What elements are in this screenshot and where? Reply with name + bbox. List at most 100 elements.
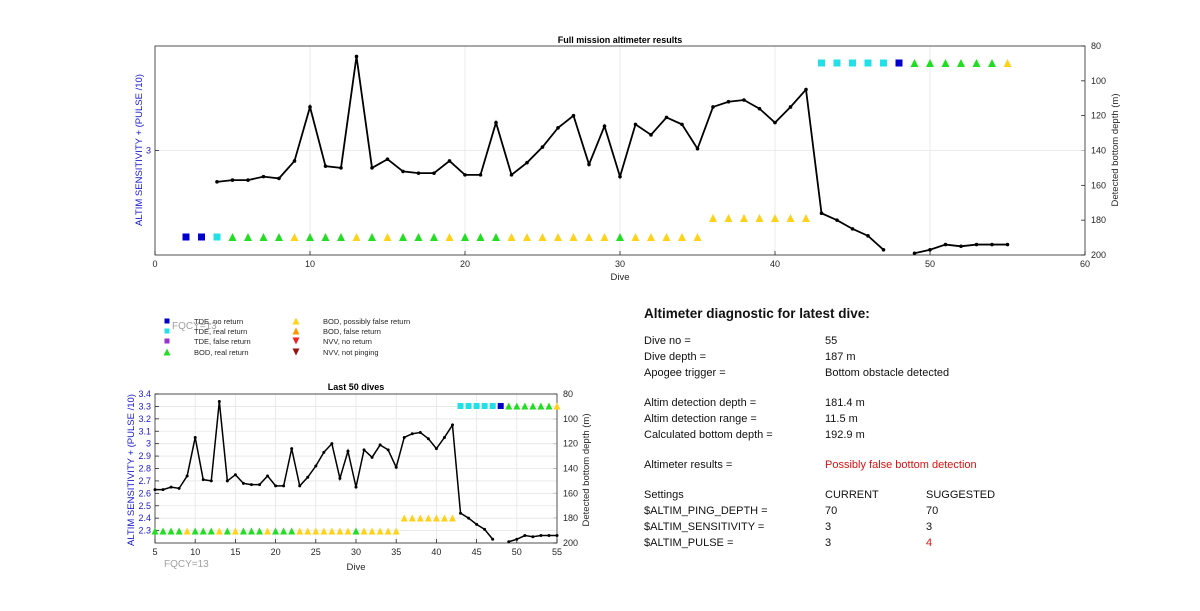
bod-real-return-marker <box>926 59 934 67</box>
bottom-depth-point <box>447 159 452 163</box>
bod-possibly-false-return-marker <box>771 214 779 222</box>
bod-real-return-marker <box>545 402 553 410</box>
bottom-depth-point <box>680 122 684 127</box>
bottom-depth-point <box>881 247 886 252</box>
bottom-depth-point <box>494 120 498 125</box>
bottom-depth-point <box>241 481 245 485</box>
bottom-depth-point <box>571 113 576 118</box>
bod-real-return-marker <box>414 233 423 241</box>
fqcy-label: FQCY=13 <box>164 559 209 570</box>
bottom-depth-point <box>322 450 326 454</box>
bottom-depth-point <box>209 479 213 483</box>
bottom-depth-point <box>277 176 281 181</box>
bod-possibly-false-return-marker <box>400 514 408 522</box>
bod-possibly-false-return-marker <box>376 527 384 535</box>
bottom-depth-point <box>742 98 746 102</box>
bottom-chart-right-ylabel: Detected bottom depth (m) <box>581 414 592 527</box>
bod-possibly-false-return-marker <box>724 214 733 222</box>
tde-real-return-marker <box>481 403 488 409</box>
bottom-depth-point <box>426 437 430 441</box>
bod-possibly-false-return-marker <box>215 527 223 535</box>
tde-false-return-legend-marker <box>164 338 170 344</box>
sensitivity-current: 3 <box>825 521 832 533</box>
bod-real-return-marker <box>207 527 215 535</box>
bottom-depth-point <box>323 164 328 168</box>
right-tick-label: 160 <box>563 488 578 498</box>
bottom-depth-point <box>432 171 436 175</box>
bottom-depth-point <box>602 124 607 128</box>
bod-real-return-marker <box>352 527 360 535</box>
bod-possibly-false-return-marker <box>360 527 368 535</box>
tde-real-return-marker <box>818 59 825 67</box>
bod-possibly-false-return-marker <box>416 514 424 522</box>
x-tick-label: 55 <box>552 547 562 557</box>
bod-possibly-false-return-marker <box>554 233 562 241</box>
bod-possibly-false-return-marker <box>440 514 448 522</box>
bod-real-return-marker <box>529 402 537 410</box>
bottom-depth-point <box>556 126 560 130</box>
legend-label: BOD, real return <box>194 348 249 357</box>
tde-no-return-marker <box>182 233 190 241</box>
bottom-depth-point <box>773 120 777 125</box>
bottom-depth-point <box>850 227 855 231</box>
bottom-depth-line <box>216 56 885 251</box>
bottom-depth-point <box>230 178 235 182</box>
axes-box <box>154 393 558 544</box>
x-tick-label: 35 <box>391 547 401 557</box>
left-tick-label: 2.9 <box>138 451 151 461</box>
bod-possibly-false-return-marker <box>352 233 361 241</box>
tde-real-return-marker <box>473 403 480 409</box>
fqcy-label-overlap: FQCY=13 <box>172 321 217 332</box>
bottom-depth-point <box>442 435 446 439</box>
bottom-depth-point <box>463 173 467 177</box>
bod-real-return-marker <box>476 233 485 241</box>
bod-possibly-false-return-marker <box>336 527 344 535</box>
bottom-depth-point <box>169 485 173 489</box>
bottom-depth-point <box>959 244 963 249</box>
altimeter-results-value: Possibly false bottom detection <box>825 459 977 471</box>
tde-no-return-marker <box>198 233 205 241</box>
bod-real-return-marker <box>337 233 345 241</box>
bod-real-return-marker <box>616 233 624 241</box>
bottom-depth-point <box>354 54 359 59</box>
bod-possibly-false-return-marker <box>231 527 239 535</box>
left-tick-label: 3 <box>146 146 151 156</box>
bod-real-return-marker <box>910 59 919 67</box>
bottom-depth-point <box>401 169 405 174</box>
bod-real-return-marker <box>275 233 283 241</box>
dive-depth-label: Dive depth = <box>644 351 707 363</box>
bod-possibly-false-return-marker <box>538 233 547 241</box>
tde-no-return-legend-marker <box>164 318 170 324</box>
bottom-depth-point <box>306 475 310 479</box>
bod-real-return-marker <box>259 233 268 241</box>
altim-detection-range-value: 11.5 m <box>825 413 858 425</box>
tde-real-return-marker <box>213 233 221 241</box>
top-chart-right-ylabel: Detected bottom depth (m) <box>1110 94 1121 207</box>
bottom-depth-point <box>282 484 286 488</box>
bottom-depth-point <box>695 146 700 151</box>
bod-possibly-false-return-marker <box>786 214 795 222</box>
bottom-depth-point <box>370 166 374 170</box>
bottom-depth-point <box>185 474 189 478</box>
altim-detection-range-label: Altim detection range = <box>644 413 757 425</box>
bottom-depth-point <box>290 447 294 451</box>
bottom-depth-point <box>523 534 527 538</box>
left-tick-label: 3.1 <box>138 426 151 436</box>
bottom-depth-point <box>757 106 762 111</box>
x-tick-label: 30 <box>351 547 361 557</box>
bod-real-return-marker <box>399 233 407 241</box>
bod-false-return-legend-marker <box>292 327 300 335</box>
bottom-depth-point <box>491 537 495 541</box>
bottom-depth-point <box>330 442 334 446</box>
bottom-depth-point <box>339 166 343 170</box>
tde-real-return-marker <box>849 59 856 67</box>
left-tick-label: 2.8 <box>138 464 151 474</box>
bod-possibly-false-return-marker <box>290 233 299 241</box>
nvv-no-return-legend-marker <box>292 337 300 345</box>
bod-possibly-false-return-marker <box>312 527 320 535</box>
apogee-trigger-value: Bottom obstacle detected <box>825 367 950 379</box>
bod-possibly-false-return-marker <box>693 233 702 241</box>
bottom-depth-point <box>261 174 266 179</box>
nvv-not-pinging-legend-marker <box>292 348 300 356</box>
bottom-depth-point <box>161 488 165 492</box>
